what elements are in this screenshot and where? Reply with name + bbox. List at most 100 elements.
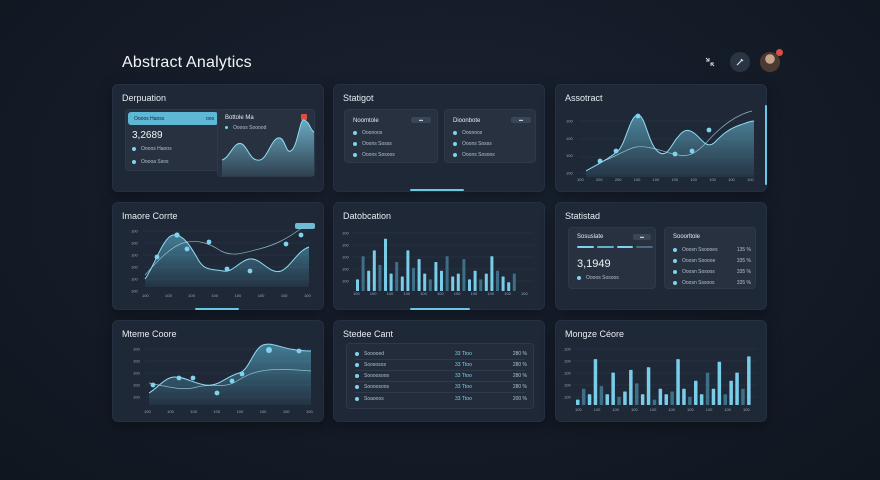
x-tick-label: 100 xyxy=(387,291,394,296)
bar xyxy=(445,256,449,291)
card-mteme-coore[interactable]: Mteme Coore 100 100 100 100 100 100 100 100 100… xyxy=(112,320,324,422)
table-row[interactable]: Soososos 33 Ttoo 280 % xyxy=(355,362,527,368)
panel-tag[interactable]: ▬ xyxy=(633,234,651,240)
divider xyxy=(355,370,525,371)
bar xyxy=(507,282,511,291)
panel-title: Sosuslate xyxy=(577,234,604,240)
x-tick-label: 100 xyxy=(304,293,311,298)
x-tick-label: 200 xyxy=(615,177,622,182)
bar xyxy=(468,279,471,291)
x-tick-label: 100 xyxy=(728,177,735,182)
bar xyxy=(356,279,359,291)
table-row[interactable]: Soooosoos 33 Ttoo 280 % xyxy=(355,373,527,379)
y-tick-label: 100 xyxy=(133,347,140,352)
x-tick-label: 100 xyxy=(471,291,478,296)
list-item: Ooosn Sosoos 335 % xyxy=(673,269,751,275)
bar xyxy=(576,399,580,405)
x-tick-label: 100 xyxy=(190,409,197,414)
card-imaore-corrte[interactable]: Imaore Corrte 100 100 100 100 100 100 100 100 1… xyxy=(112,202,324,310)
divider xyxy=(355,359,525,360)
scroll-indicator[interactable] xyxy=(410,189,464,191)
card-stedee-cant[interactable]: Stedee Cant Sooooed 33 Ttoo 280 % Soososos… xyxy=(333,320,545,422)
x-tick-label: 100 xyxy=(631,407,638,412)
panel-tag[interactable]: ▬ xyxy=(511,117,531,123)
card-datobcation[interactable]: Datobcation 100 100 100 100 100 100 100 100 100… xyxy=(333,202,545,310)
metric-panel: Oooos Hanss ooo 3,2689 Oooos Haoos Ooooa… xyxy=(125,109,221,171)
panel-row: Ooonoos xyxy=(353,130,382,136)
card-derpuation[interactable]: Derpuation Oooos Hanss ooo 3,2689 Oooos … xyxy=(112,84,324,192)
bar xyxy=(400,276,404,291)
progress-segments xyxy=(577,246,653,248)
bar xyxy=(646,367,651,405)
x-tick-label: 100 xyxy=(668,407,675,412)
y-tick-label: 100 xyxy=(564,347,571,352)
y-tick-label: 100 xyxy=(131,277,138,282)
panel-tag[interactable]: ▬ xyxy=(411,117,431,123)
bar xyxy=(361,256,365,291)
y-tick-label: 100 xyxy=(131,229,138,234)
x-tick-label: 100 xyxy=(724,407,731,412)
area-line-chart: 100 100 100 100 100 200 200 100 100 100 100 100 100… xyxy=(566,105,767,185)
y-tick-label: 100 xyxy=(131,253,138,258)
panel-title: Sooorltole xyxy=(673,234,701,240)
card-mongze-ceore[interactable]: Mongze Céore 100 100 100 100 100 100 100 100 10… xyxy=(555,320,767,422)
mini-area-chart xyxy=(221,119,315,176)
x-tick-label: 100 xyxy=(575,407,582,412)
y-tick-label: 100 xyxy=(566,153,573,158)
bar xyxy=(384,238,387,291)
table-row[interactable]: Soaooos 33 Ttoo 200 % xyxy=(355,396,527,402)
x-tick-label: 100 xyxy=(211,293,218,298)
bar xyxy=(462,259,466,291)
y-tick-label: 100 xyxy=(133,371,140,376)
x-tick-label: 100 xyxy=(283,409,290,414)
x-tick-label: 100 xyxy=(403,291,410,296)
bar xyxy=(490,256,494,291)
card-statigot[interactable]: Statigot Noomtole ▬ Ooonoos Ooons Sosss … xyxy=(333,84,545,192)
x-tick-label: 100 xyxy=(487,291,494,296)
x-tick-label: 100 xyxy=(370,291,377,296)
table-row[interactable]: Soooosoos 33 Ttoo 280 % xyxy=(355,384,527,390)
card-title: Statigot xyxy=(343,93,374,103)
y-tick-label: 100 xyxy=(564,383,571,388)
avatar[interactable] xyxy=(760,49,783,72)
table-row[interactable]: Sooooed 33 Ttoo 280 % xyxy=(355,351,527,357)
x-tick-label: 100 xyxy=(612,407,619,412)
bar xyxy=(699,394,704,405)
x-tick-label: 100 xyxy=(188,293,195,298)
metric-header[interactable] xyxy=(128,112,218,125)
x-tick-label: 100 xyxy=(634,177,641,182)
bar xyxy=(451,276,455,291)
card-title: Stedee Cant xyxy=(343,329,394,339)
x-tick-label: 100 xyxy=(165,293,172,298)
bar xyxy=(711,388,716,405)
card-statistad[interactable]: Statistad Sosuslate ▬ 3,1949 Oooos Sosoo… xyxy=(555,202,767,310)
stat-panel-left: Noomtole ▬ Ooonoos Ooons Sosss Ooons Sos… xyxy=(344,109,438,163)
bar xyxy=(412,267,415,291)
y-tick-label: 100 xyxy=(133,359,140,364)
x-tick-label: 100 xyxy=(653,177,660,182)
alert-icon xyxy=(301,114,307,120)
metric-row: Ooooa Ssos xyxy=(132,159,169,165)
panel-row: Ooons Sosss xyxy=(353,141,392,147)
y-tick-label: 100 xyxy=(131,241,138,246)
x-tick-label: 100 xyxy=(747,177,754,182)
metric-row: Oooos Haoos xyxy=(132,146,172,152)
card-assotract[interactable]: Assotract 100 100 100 100 100 200 200 100 100 10… xyxy=(555,84,767,192)
edit-icon[interactable] xyxy=(730,52,750,72)
bar xyxy=(389,273,393,291)
y-tick-label: 100 xyxy=(566,171,573,176)
y-tick-label: 100 xyxy=(131,265,138,270)
x-tick-label: 100 xyxy=(671,177,678,182)
card-title: Mongze Céore xyxy=(565,329,625,339)
bar xyxy=(456,273,460,291)
collapse-icon[interactable] xyxy=(700,52,720,72)
x-tick-label: 100 xyxy=(235,293,242,298)
bar xyxy=(501,276,505,291)
bar xyxy=(652,399,657,405)
x-tick-label: 100 xyxy=(690,177,697,182)
y-tick-label: 100 xyxy=(566,119,573,124)
bar xyxy=(378,264,382,291)
divider xyxy=(355,381,525,382)
stat-panel-right: Dioonbote ▬ Ooonoos Ooons Sosss Ooons So… xyxy=(444,109,536,163)
bar xyxy=(496,270,499,291)
